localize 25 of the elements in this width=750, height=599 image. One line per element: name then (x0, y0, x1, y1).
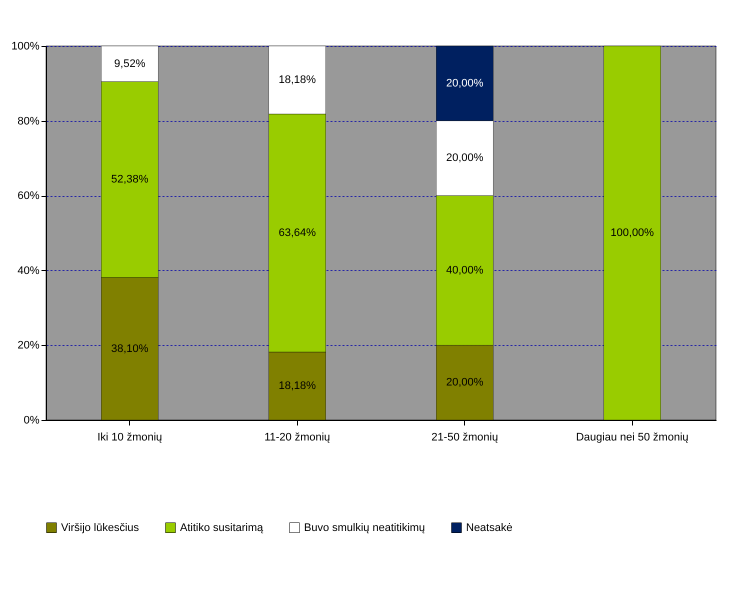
data-label: 40,00% (446, 264, 484, 276)
data-label: 52,38% (111, 174, 149, 186)
y-tick-label: 80% (17, 115, 40, 128)
x-tick-label: Iki 10 žmonių (97, 432, 162, 444)
data-label: 100,00% (610, 227, 654, 239)
legend-label: Neatsakė (466, 522, 512, 534)
data-label: 20,00% (446, 376, 484, 389)
legend-label: Viršijo lūkesčius (61, 522, 140, 534)
y-tick-label: 100% (11, 40, 40, 52)
y-tick-label: 20% (17, 340, 40, 352)
legend-label: Buvo smulkių neatitikimų (304, 522, 426, 534)
data-label: 18,18% (278, 74, 316, 86)
x-tick-label: Daugiau nei 50 žmonių (576, 432, 689, 444)
x-tick-label: 21-50 žmonių (431, 432, 498, 444)
legend-label: Atitiko susitarimą (180, 522, 264, 534)
data-label: 20,00% (446, 152, 484, 164)
data-label: 18,18% (278, 380, 316, 392)
data-label: 9,52% (114, 58, 146, 70)
y-tick-label: 40% (17, 264, 40, 277)
y-tick-label: 0% (24, 414, 40, 426)
x-tick-label: 11-20 žmonių (264, 432, 330, 444)
y-tick-label: 60% (17, 190, 40, 202)
data-label: 38,10% (111, 342, 149, 355)
data-label: 20,00% (446, 77, 484, 90)
data-label: 63,64% (278, 227, 316, 239)
